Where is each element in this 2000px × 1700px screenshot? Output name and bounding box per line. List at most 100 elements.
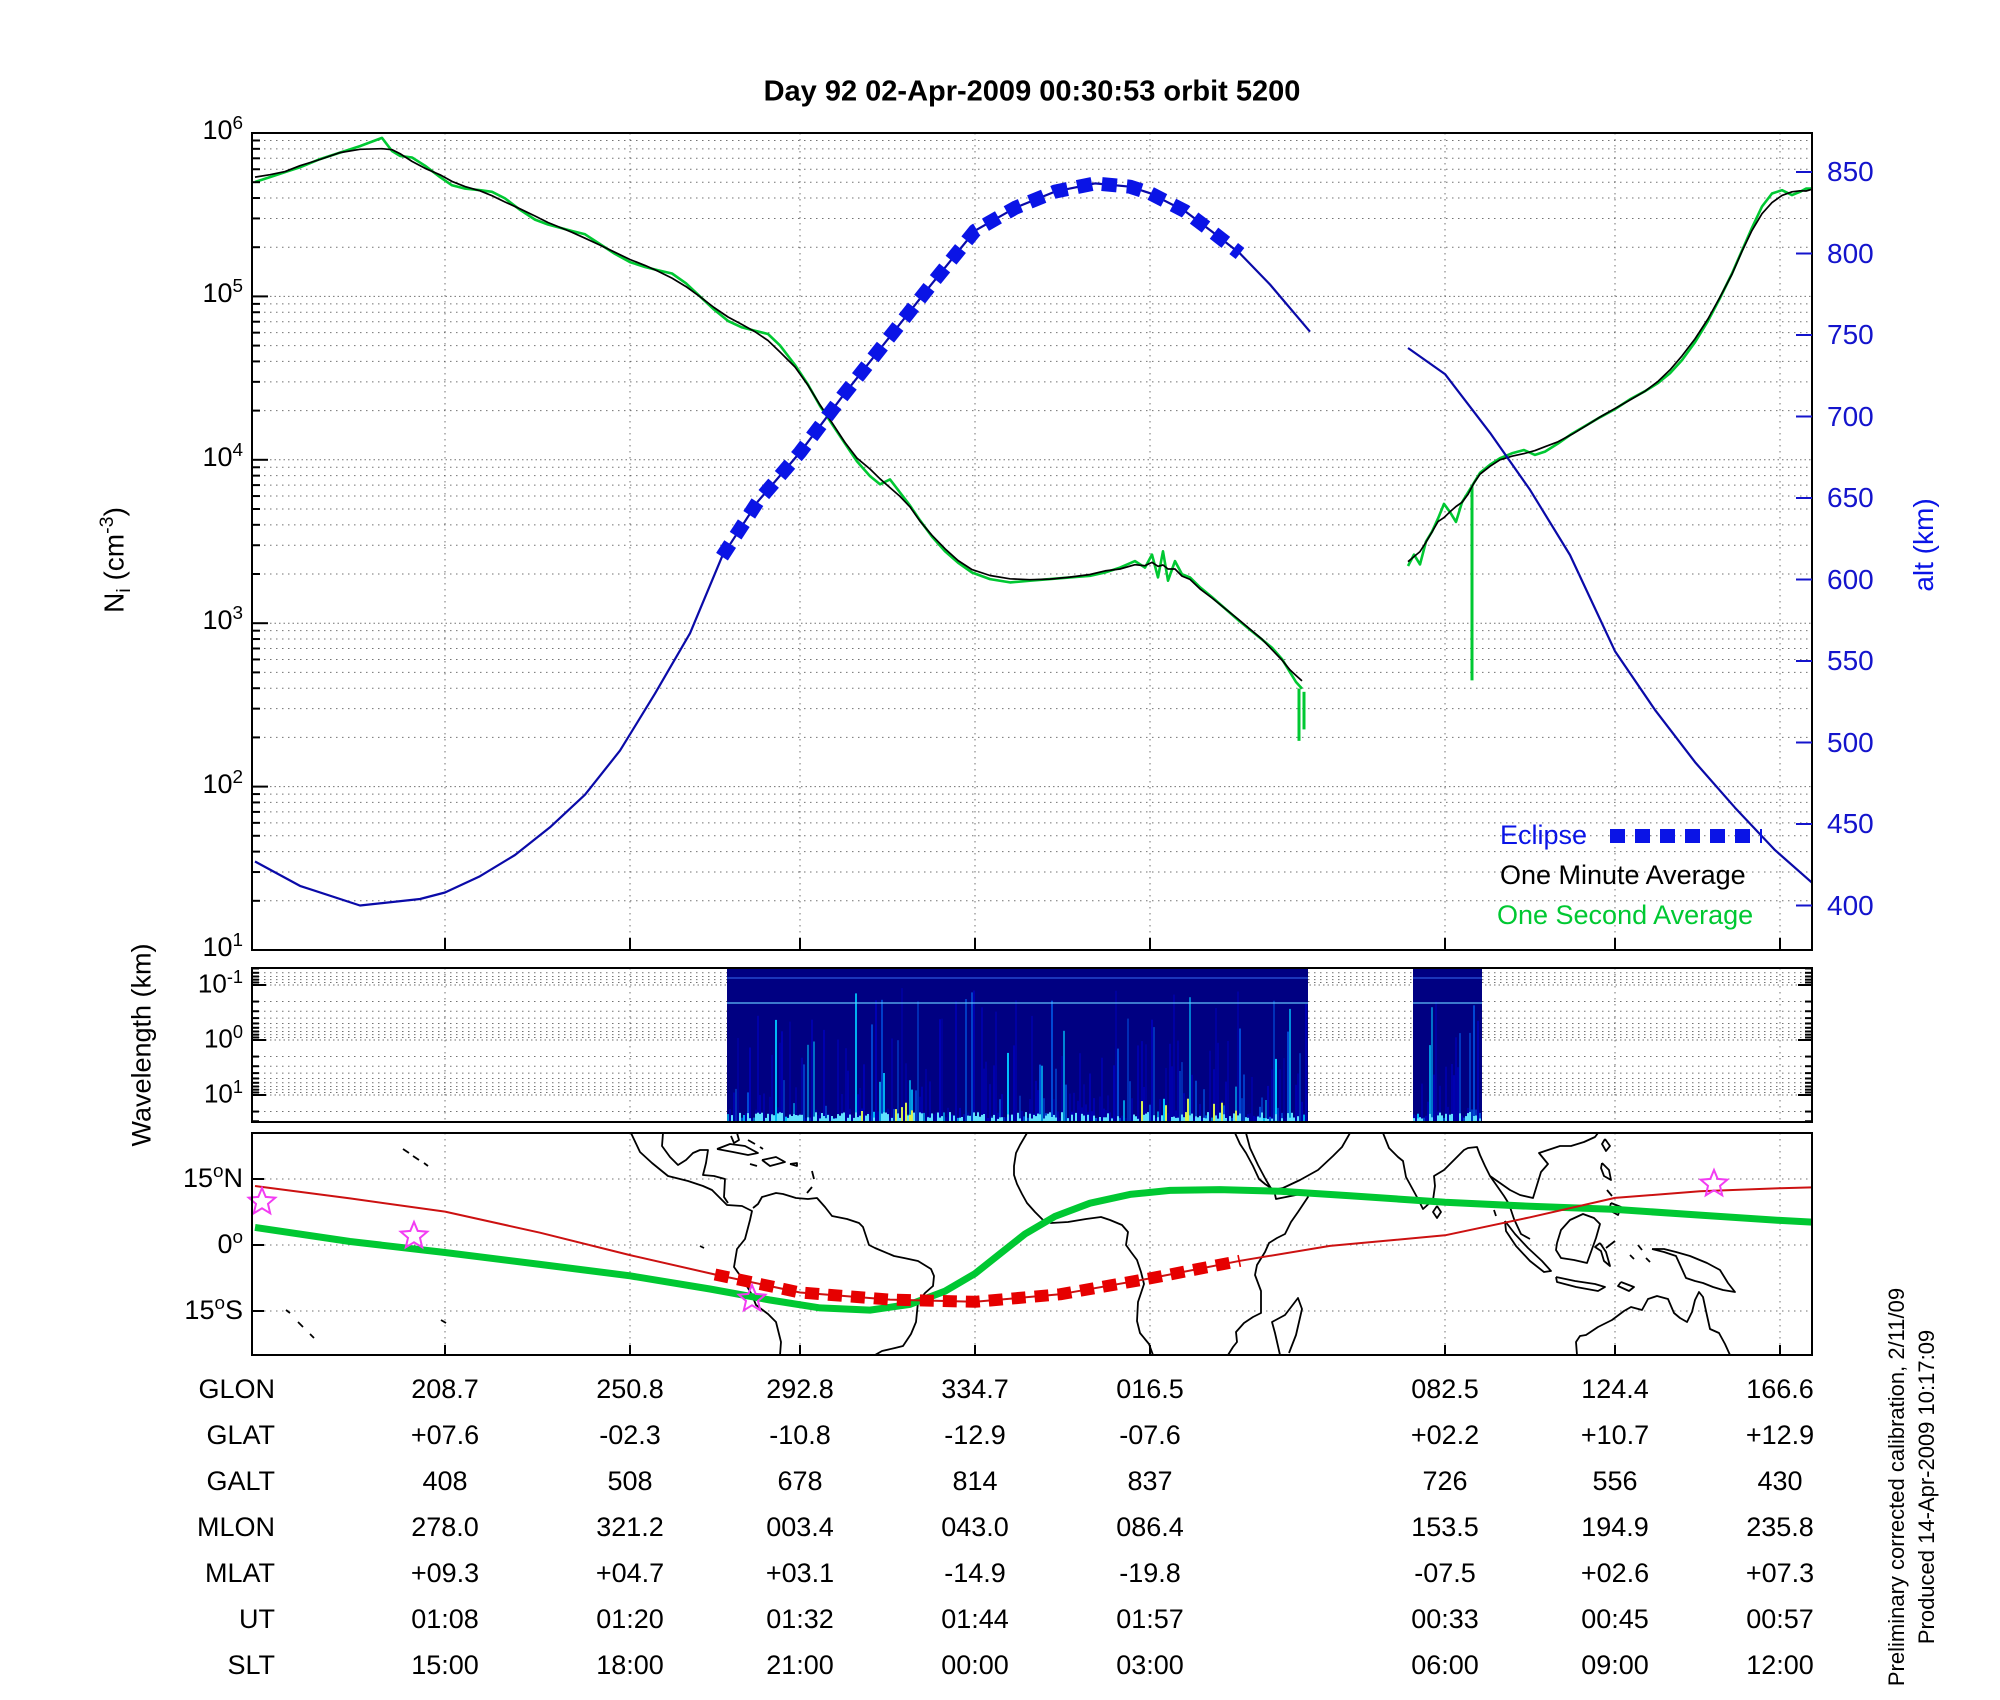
wavelength-tick-label: 101 xyxy=(203,1077,243,1109)
wavelength-spectrogram xyxy=(727,968,1482,1122)
density-tick-label: 103 xyxy=(202,603,243,636)
table-cell: 726 xyxy=(1422,1466,1468,1496)
table-cell: 01:57 xyxy=(1116,1604,1184,1634)
table-cell: 334.7 xyxy=(941,1374,1009,1404)
dip-equator-line xyxy=(254,1186,1813,1314)
table-cell: 00:57 xyxy=(1746,1604,1814,1634)
table-cell: 166.6 xyxy=(1746,1374,1814,1404)
table-cell: 01:08 xyxy=(411,1604,479,1634)
density-axis-label: Ni (cm-3) xyxy=(96,507,135,613)
table-cell: -02.3 xyxy=(599,1420,661,1450)
altitude-tick-label: 750 xyxy=(1827,319,1874,350)
ground-track-line xyxy=(254,1185,1813,1303)
density-tick-label: 101 xyxy=(202,930,243,962)
table-cell: 194.9 xyxy=(1581,1512,1649,1542)
table-cell: 01:20 xyxy=(596,1604,664,1634)
table-cell: 278.0 xyxy=(411,1512,479,1542)
table-cell: 12:00 xyxy=(1746,1650,1814,1680)
altitude-tick-label: 550 xyxy=(1827,645,1874,676)
altitude-tick-label: 850 xyxy=(1827,156,1874,187)
table-cell: 03:00 xyxy=(1116,1650,1184,1680)
altitude-tick-label: 450 xyxy=(1827,808,1874,839)
wavelength-axis-label: Wavelength (km) xyxy=(126,943,157,1147)
altitude-tick-label: 600 xyxy=(1827,563,1874,595)
table-cell: 01:32 xyxy=(766,1604,834,1634)
table-row-label: MLAT xyxy=(204,1558,275,1588)
altitude-tick-label: 800 xyxy=(1827,237,1874,269)
table-cell: 235.8 xyxy=(1746,1512,1814,1542)
table-cell: 556 xyxy=(1592,1466,1638,1496)
table-cell: +07.6 xyxy=(410,1420,480,1450)
star-marker xyxy=(736,1282,768,1313)
table-row-label: MLON xyxy=(196,1512,275,1542)
page-title: Day 92 02-Apr-2009 00:30:53 orbit 5200 xyxy=(763,75,1301,108)
table-cell: 21:00 xyxy=(766,1650,834,1680)
table-cell: 043.0 xyxy=(941,1512,1009,1542)
table-cell: 082.5 xyxy=(1411,1374,1479,1404)
table-cell: 292.8 xyxy=(766,1374,834,1404)
wavelength-tick-label: 100 xyxy=(203,1022,243,1054)
table-cell: 153.5 xyxy=(1411,1512,1479,1542)
density-tick-label: 105 xyxy=(202,276,243,309)
table-row-label: GLON xyxy=(198,1374,275,1404)
wavelength-tick-label: 10-1 xyxy=(197,967,243,999)
table-cell: 208.7 xyxy=(411,1374,479,1404)
table-cell: -19.8 xyxy=(1119,1558,1181,1588)
table-cell: -07.6 xyxy=(1119,1420,1181,1450)
map-lat-label: 0o xyxy=(217,1227,243,1259)
legend-one-minute-label: One Minute Average xyxy=(1500,860,1746,890)
table-cell: 003.4 xyxy=(766,1512,834,1542)
table-cell: +07.3 xyxy=(1745,1558,1815,1588)
table-cell: +09.3 xyxy=(410,1558,480,1588)
density-one-second-curve xyxy=(254,136,1811,741)
altitude-tick-label: 500 xyxy=(1827,726,1874,758)
table-cell: 15:00 xyxy=(411,1650,479,1680)
table-cell: 00:33 xyxy=(1411,1604,1479,1634)
density-tick-label: 102 xyxy=(202,766,243,799)
table-cell: 430 xyxy=(1757,1466,1803,1496)
table-cell: 00:00 xyxy=(941,1650,1009,1680)
table-cell: -07.5 xyxy=(1414,1558,1476,1588)
table-row-label: GLAT xyxy=(206,1420,275,1450)
altitude-tick-label: 700 xyxy=(1827,400,1874,432)
altitude-tick-label: 400 xyxy=(1827,889,1874,921)
map-lat-label: 15oN xyxy=(182,1161,243,1193)
map-panel-border xyxy=(251,1132,1813,1356)
wavelength-panel-border xyxy=(251,967,1813,1123)
altitude-axis-label: alt (km) xyxy=(1908,498,1939,592)
table-cell: 086.4 xyxy=(1116,1512,1184,1542)
table-cell: -10.8 xyxy=(769,1420,831,1450)
produced-note: Produced 14-Apr-2009 10:17:09 xyxy=(1914,1329,1939,1645)
table-cell: 678 xyxy=(777,1466,823,1496)
table-cell: 837 xyxy=(1127,1466,1173,1496)
altitude-curve xyxy=(254,182,1813,907)
calibration-note: Preliminary corrected calibration, 2/11/… xyxy=(1884,1287,1909,1687)
ground-track-eclipse-dashes xyxy=(713,1254,1242,1308)
table-cell: 408 xyxy=(422,1466,468,1496)
density-tick-label: 106 xyxy=(202,113,243,145)
table-cell: +12.9 xyxy=(1745,1420,1815,1450)
table-cell: -12.9 xyxy=(944,1420,1006,1450)
table-cell: +02.2 xyxy=(1410,1420,1480,1450)
density-one-minute-curve xyxy=(254,147,1812,682)
table-cell: 016.5 xyxy=(1116,1374,1184,1404)
density-tick-label: 104 xyxy=(202,439,243,472)
table-cell: 250.8 xyxy=(596,1374,664,1404)
table-cell: 00:45 xyxy=(1581,1604,1649,1634)
table-cell: 01:44 xyxy=(941,1604,1009,1634)
table-cell: 09:00 xyxy=(1581,1650,1649,1680)
table-cell: -14.9 xyxy=(944,1558,1006,1588)
legend-one-second-label: One Second Average xyxy=(1497,900,1754,930)
map-lat-label: 15oS xyxy=(184,1293,243,1325)
table-cell: 508 xyxy=(607,1466,653,1496)
table-cell: +02.6 xyxy=(1580,1558,1650,1588)
altitude-tick-label: 650 xyxy=(1827,482,1874,513)
eclipse-dashed-segment xyxy=(716,176,1245,561)
table-cell: +10.7 xyxy=(1580,1420,1650,1450)
table-cell: 124.4 xyxy=(1581,1374,1649,1404)
legend-eclipse-label: Eclipse xyxy=(1500,820,1588,850)
table-cell: 321.2 xyxy=(596,1512,664,1542)
table-cell: +04.7 xyxy=(595,1558,665,1588)
